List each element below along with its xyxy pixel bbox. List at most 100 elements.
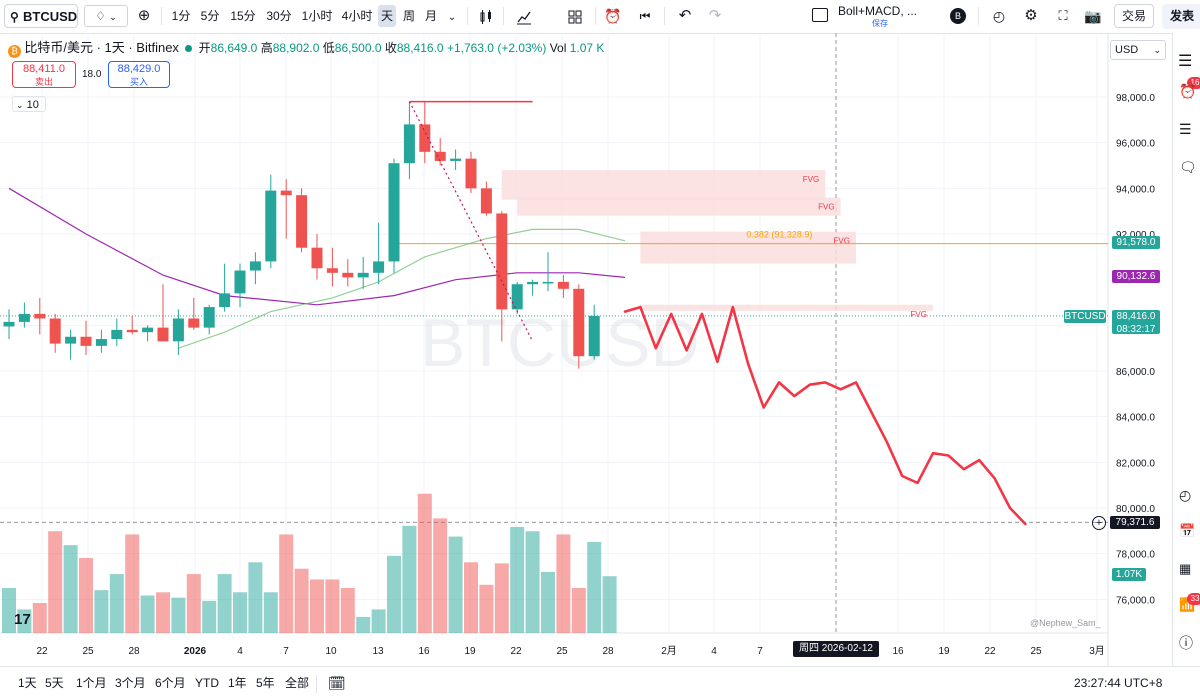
symbol-type-button[interactable]: ♢ ⌄ xyxy=(84,5,128,27)
range-1d[interactable]: 1天 xyxy=(18,676,37,690)
cursor-plus-button[interactable]: + xyxy=(1092,516,1106,530)
symbol-search[interactable]: ⚲ BTCUSD xyxy=(4,4,78,28)
range-all[interactable]: 全部 xyxy=(285,676,310,690)
indicator-count: 10 xyxy=(26,99,39,111)
volume-bar xyxy=(263,592,278,633)
replay-button[interactable]: ⏮ xyxy=(634,5,656,27)
interval-1m[interactable]: 1分 xyxy=(171,9,191,23)
undo-icon: ↶ xyxy=(678,7,692,24)
candle-body xyxy=(419,124,431,152)
candle-body xyxy=(357,272,369,278)
candle-body xyxy=(388,163,400,262)
interval-1w[interactable]: 周 xyxy=(402,9,415,23)
snapshot-button[interactable]: 📷 xyxy=(1082,5,1104,27)
candle-body xyxy=(34,313,46,319)
ohlc-low: 86,500.0 xyxy=(334,41,382,55)
trade-button[interactable]: 交易 xyxy=(1114,4,1154,28)
interval-dropdown[interactable]: ⌄ xyxy=(444,5,460,27)
divider xyxy=(664,7,665,25)
data-icon[interactable]: ▦ xyxy=(1179,561,1192,576)
volume-bar xyxy=(587,541,602,633)
avatar[interactable]: B xyxy=(950,8,966,24)
range-3m[interactable]: 3个月 xyxy=(115,676,146,690)
undo-button[interactable]: ↶ xyxy=(674,5,696,27)
calendar-icon[interactable]: 📅 xyxy=(1179,523,1196,538)
interval-15m[interactable]: 15分 xyxy=(230,9,256,23)
layout-name[interactable]: Boll+MACD, ... xyxy=(838,4,918,18)
volume-tag: 1.07K xyxy=(1112,568,1146,581)
interval-4h[interactable]: 4小时 xyxy=(341,9,373,23)
volume-bar xyxy=(433,518,448,633)
divider xyxy=(595,7,596,25)
indicators-button[interactable] xyxy=(512,5,536,27)
interval-1h[interactable]: 1小时 xyxy=(301,9,333,23)
indicator-chart-icon xyxy=(517,11,531,25)
candle-body xyxy=(480,188,492,214)
volume-bar xyxy=(186,574,201,633)
volume-bar xyxy=(140,595,155,633)
symbol-title[interactable]: 比特币/美元 · 1天 · Bitfinex xyxy=(24,40,179,55)
templates-button[interactable] xyxy=(564,5,586,27)
alarm-icon[interactable]: ⏰ xyxy=(1179,83,1197,99)
publish-button[interactable]: 发表 xyxy=(1162,4,1200,29)
ohlc-close-label: 收 xyxy=(384,41,397,55)
candle-type-button[interactable] xyxy=(475,5,497,27)
watchlist-button[interactable]: ☰ xyxy=(1178,53,1193,70)
chevron-down-icon: ⌄ xyxy=(109,12,117,22)
time-tick-label: 28 xyxy=(128,646,140,657)
ohlc-change: +1,763.0 (+2.03%) xyxy=(446,41,547,55)
help-icon[interactable]: ⓘ xyxy=(1179,635,1193,651)
candle-body xyxy=(65,336,77,344)
buy-button[interactable]: 88,429.0 买入 xyxy=(108,61,170,88)
candle-body xyxy=(18,313,30,322)
compare-button[interactable]: ⊕ xyxy=(133,5,155,27)
candle-body xyxy=(511,284,523,310)
bitcoin-icon: ₿ xyxy=(8,45,21,58)
interval-1d[interactable]: 天 xyxy=(378,5,396,27)
grid-icon xyxy=(568,10,582,24)
volume-bar xyxy=(125,534,140,633)
interval-30m[interactable]: 30分 xyxy=(266,9,292,23)
currency-button[interactable]: USD ⌄ xyxy=(1110,40,1166,60)
speed-icon[interactable]: ◴ xyxy=(1179,487,1192,503)
sell-button[interactable]: 88,411.0 卖出 xyxy=(12,61,76,88)
range-6m[interactable]: 6个月 xyxy=(155,676,186,690)
range-5y[interactable]: 5年 xyxy=(256,676,275,690)
settings-button[interactable]: ⚙ xyxy=(1020,5,1042,27)
layout-checkbox[interactable] xyxy=(812,8,828,22)
price-chart[interactable]: BTCUSD FVG FVG FVG FVG 0.382 (91,328.9) 98,0… xyxy=(0,33,1172,666)
quick-search-button[interactable]: ◴ xyxy=(988,5,1010,27)
layout-status: 保存 xyxy=(872,19,888,28)
layers-icon[interactable]: ☰ xyxy=(1179,121,1192,137)
range-5d[interactable]: 5天 xyxy=(45,676,64,690)
interval-5m[interactable]: 5分 xyxy=(200,9,220,23)
time-tick-label: 7 xyxy=(283,646,289,657)
range-ytd[interactable]: YTD xyxy=(195,676,219,690)
volume-bar xyxy=(525,531,540,633)
chat-icon[interactable]: 🗨 xyxy=(1179,159,1197,175)
fvg-label: FVG xyxy=(834,237,850,246)
interval-1M[interactable]: 月 xyxy=(424,9,437,23)
time-tick-label: 25 xyxy=(1030,646,1042,657)
volume-bar xyxy=(464,562,478,633)
volume-bar xyxy=(279,534,294,633)
chevron-down-icon: ⌄ xyxy=(447,12,457,23)
range-1y[interactable]: 1年 xyxy=(228,676,247,690)
volume-bar xyxy=(371,609,386,633)
volume-bar xyxy=(217,574,232,633)
fvg-zone xyxy=(640,304,933,311)
volume-bar xyxy=(202,600,217,633)
alert-button[interactable]: ⏰ xyxy=(602,5,624,27)
candle-body xyxy=(95,339,107,346)
indicator-toggle[interactable]: ⌄ 10 xyxy=(12,96,46,112)
redo-button[interactable]: ↷ xyxy=(704,5,726,27)
date-range-button[interactable]: 🗓 xyxy=(328,673,346,693)
ma-price-tag: 90,132.6 xyxy=(1112,270,1160,283)
drawings xyxy=(408,100,1027,526)
divider xyxy=(467,7,468,25)
range-1m[interactable]: 1个月 xyxy=(76,676,107,690)
clock-timezone[interactable]: 23:27:44 UTC+8 xyxy=(1074,676,1163,690)
fullscreen-button[interactable]: ⛶ xyxy=(1052,5,1074,27)
price-tick-label: 78,000.0 xyxy=(1116,550,1155,561)
fib-label: 0.382 (91,328.9) xyxy=(746,230,812,240)
